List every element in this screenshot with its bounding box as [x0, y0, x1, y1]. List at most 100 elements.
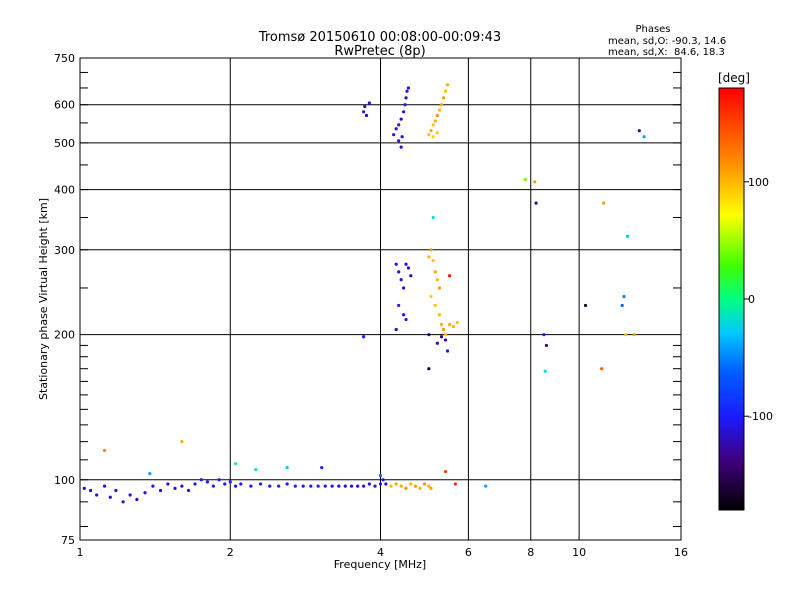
data-point [399, 117, 403, 121]
data-point [378, 474, 383, 478]
x-tick-label: 6 [465, 546, 472, 559]
data-point [429, 248, 433, 252]
data-point [404, 486, 408, 490]
colorbar-label: [deg] [718, 71, 750, 85]
data-point [418, 486, 422, 490]
data-point [431, 215, 435, 220]
data-point [301, 484, 305, 488]
colorbar-tick-label: 100 [748, 176, 769, 189]
data-point [404, 96, 408, 100]
data-point [413, 484, 418, 488]
data-point [400, 135, 404, 139]
data-point [625, 234, 630, 238]
phases-box-o: mean, sd,O: -90.3, 14.6 [608, 36, 726, 47]
data-point [378, 482, 383, 486]
data-point [217, 478, 221, 482]
data-point [367, 482, 371, 486]
data-point [602, 201, 606, 205]
data-point [349, 484, 354, 488]
grid-layer [79, 57, 682, 541]
data-point [158, 488, 163, 493]
data-point [394, 327, 398, 332]
data-point [249, 484, 253, 488]
data-point [429, 486, 433, 490]
data-point [394, 262, 398, 266]
data-point [435, 113, 439, 118]
data-point [405, 89, 409, 93]
colorbar-tick-label: 0 [748, 293, 755, 306]
data-point [285, 482, 289, 486]
data-point [108, 495, 112, 499]
data-point [637, 129, 641, 133]
data-point [543, 369, 547, 373]
data-point [330, 484, 334, 488]
x-tick-label: 10 [572, 546, 586, 559]
x-tick-label: 2 [227, 546, 234, 559]
data-point [397, 139, 401, 143]
data-point [409, 482, 413, 486]
data-point [364, 113, 369, 118]
data-point [180, 440, 184, 444]
data-point [427, 133, 431, 137]
data-point [254, 467, 258, 472]
data-point [441, 327, 446, 332]
data-point [431, 123, 435, 127]
data-point [135, 497, 139, 502]
y-tick-label: 200 [54, 329, 75, 342]
data-point [439, 335, 444, 339]
data-point [402, 313, 406, 317]
data-point [642, 135, 646, 139]
data-point [437, 108, 442, 112]
y-tick-label: 300 [54, 244, 75, 257]
data-point [82, 486, 86, 490]
data-point [143, 491, 147, 495]
data-point [362, 335, 366, 339]
data-point [389, 484, 393, 488]
data-point [148, 471, 152, 476]
data-point [128, 493, 132, 497]
data-point [455, 320, 459, 325]
data-point [427, 484, 431, 488]
data-point [443, 338, 448, 342]
data-point [583, 303, 588, 308]
data-point [343, 484, 347, 488]
data-point [277, 484, 281, 488]
data-point [533, 180, 537, 184]
data-point [285, 465, 289, 470]
data-point [384, 482, 388, 486]
y-tick-label: 600 [54, 99, 75, 112]
data-point [632, 333, 636, 337]
data-point [443, 333, 448, 337]
data-point [523, 177, 527, 181]
chart-title: Tromsø 20150610 00:08:00-00:09:43 [258, 30, 501, 45]
data-point [484, 484, 488, 488]
data-point [429, 294, 433, 299]
data-point [447, 274, 452, 278]
data-point [437, 286, 442, 290]
data-point [399, 484, 403, 488]
data-point [404, 317, 408, 322]
data-point [362, 484, 366, 488]
y-tick-label: 500 [54, 137, 75, 150]
y-tick-label: 100 [54, 474, 75, 487]
data-point [445, 349, 450, 353]
data-point [309, 484, 313, 488]
data-point [363, 104, 367, 109]
x-axis-labels: 1 2 4 6 8 10 16 [77, 546, 689, 559]
data-point [402, 286, 406, 290]
colorbar-ticks: 100 0 -100 [744, 176, 773, 423]
data-point [293, 484, 297, 488]
data-point [234, 462, 238, 466]
data-point [406, 266, 411, 270]
data-point [439, 322, 444, 327]
data-point [431, 258, 435, 263]
data-point [392, 133, 396, 137]
data-point [397, 123, 401, 127]
data-point [441, 96, 446, 100]
data-point [323, 484, 327, 488]
data-point [88, 488, 93, 493]
data-point [268, 484, 272, 488]
data-point [443, 469, 448, 474]
plot-frame [79, 57, 682, 541]
